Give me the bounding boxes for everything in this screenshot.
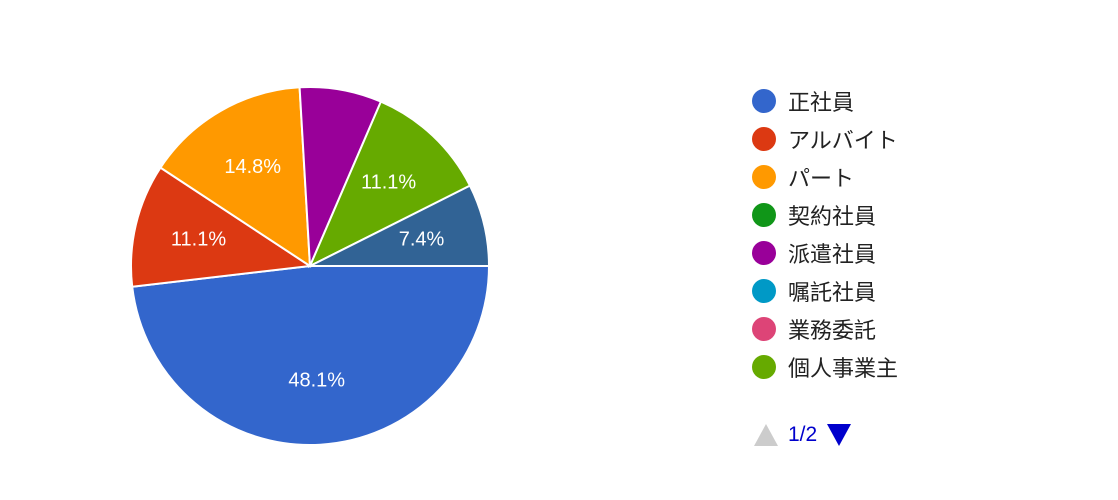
slice-percentage-label: 14.8%	[224, 156, 281, 178]
legend-label: 契約社員	[788, 205, 877, 230]
pie-slice[interactable]	[131, 265, 491, 446]
legend-item[interactable]: 個人事業主	[752, 348, 898, 386]
pie-slice[interactable]	[159, 86, 312, 268]
triangle-up-icon[interactable]	[754, 424, 778, 446]
legend-item[interactable]: 業務委託	[752, 310, 898, 348]
legend-swatch	[752, 317, 776, 341]
legend-pager: 1/2	[754, 420, 852, 450]
legend-item[interactable]: アルバイト	[752, 120, 898, 158]
legend-label: 正社員	[788, 91, 855, 116]
triangle-down-icon[interactable]	[827, 424, 852, 446]
legend-swatch	[752, 241, 776, 265]
legend-label: 業務委託	[788, 319, 877, 344]
pie-chart: 48.1% 11.1% 14.8% 11.1% 7.4%	[130, 85, 491, 446]
legend-item[interactable]: 嘱託社員	[752, 272, 898, 310]
pie-labels: 48.1% 11.1% 14.8% 11.1% 7.4%	[171, 156, 445, 392]
pie-slice[interactable]	[309, 184, 491, 267]
legend-label: 嘱託社員	[788, 281, 877, 306]
legend-item[interactable]: パート	[752, 158, 898, 196]
legend-label: アルバイト	[788, 129, 898, 154]
legend-item[interactable]: 派遣社員	[752, 234, 898, 272]
legend-swatch	[752, 203, 776, 227]
legend-label: 個人事業主	[788, 357, 899, 382]
slice-percentage-label: 7.4%	[399, 229, 445, 251]
legend-swatch	[752, 279, 776, 303]
legend-swatch	[752, 89, 776, 113]
legend-swatch	[752, 355, 776, 379]
pie-slice[interactable]	[307, 100, 472, 269]
legend-swatch	[752, 165, 776, 189]
legend-item[interactable]: 正社員	[752, 82, 898, 120]
legend: 正社員アルバイトパート契約社員派遣社員嘱託社員業務委託個人事業主	[752, 82, 898, 386]
slice-percentage-label: 48.1%	[288, 369, 345, 391]
pie-slices	[130, 85, 491, 446]
slice-percentage-label: 11.1%	[171, 229, 226, 251]
legend-page-indicator: 1/2	[788, 423, 818, 446]
legend-item[interactable]: 契約社員	[752, 196, 898, 234]
legend-label: 派遣社員	[788, 243, 877, 268]
legend-swatch	[752, 127, 776, 151]
legend-label: パート	[788, 167, 855, 192]
slice-percentage-label: 11.1%	[361, 172, 416, 194]
pie-slice[interactable]	[130, 166, 313, 288]
